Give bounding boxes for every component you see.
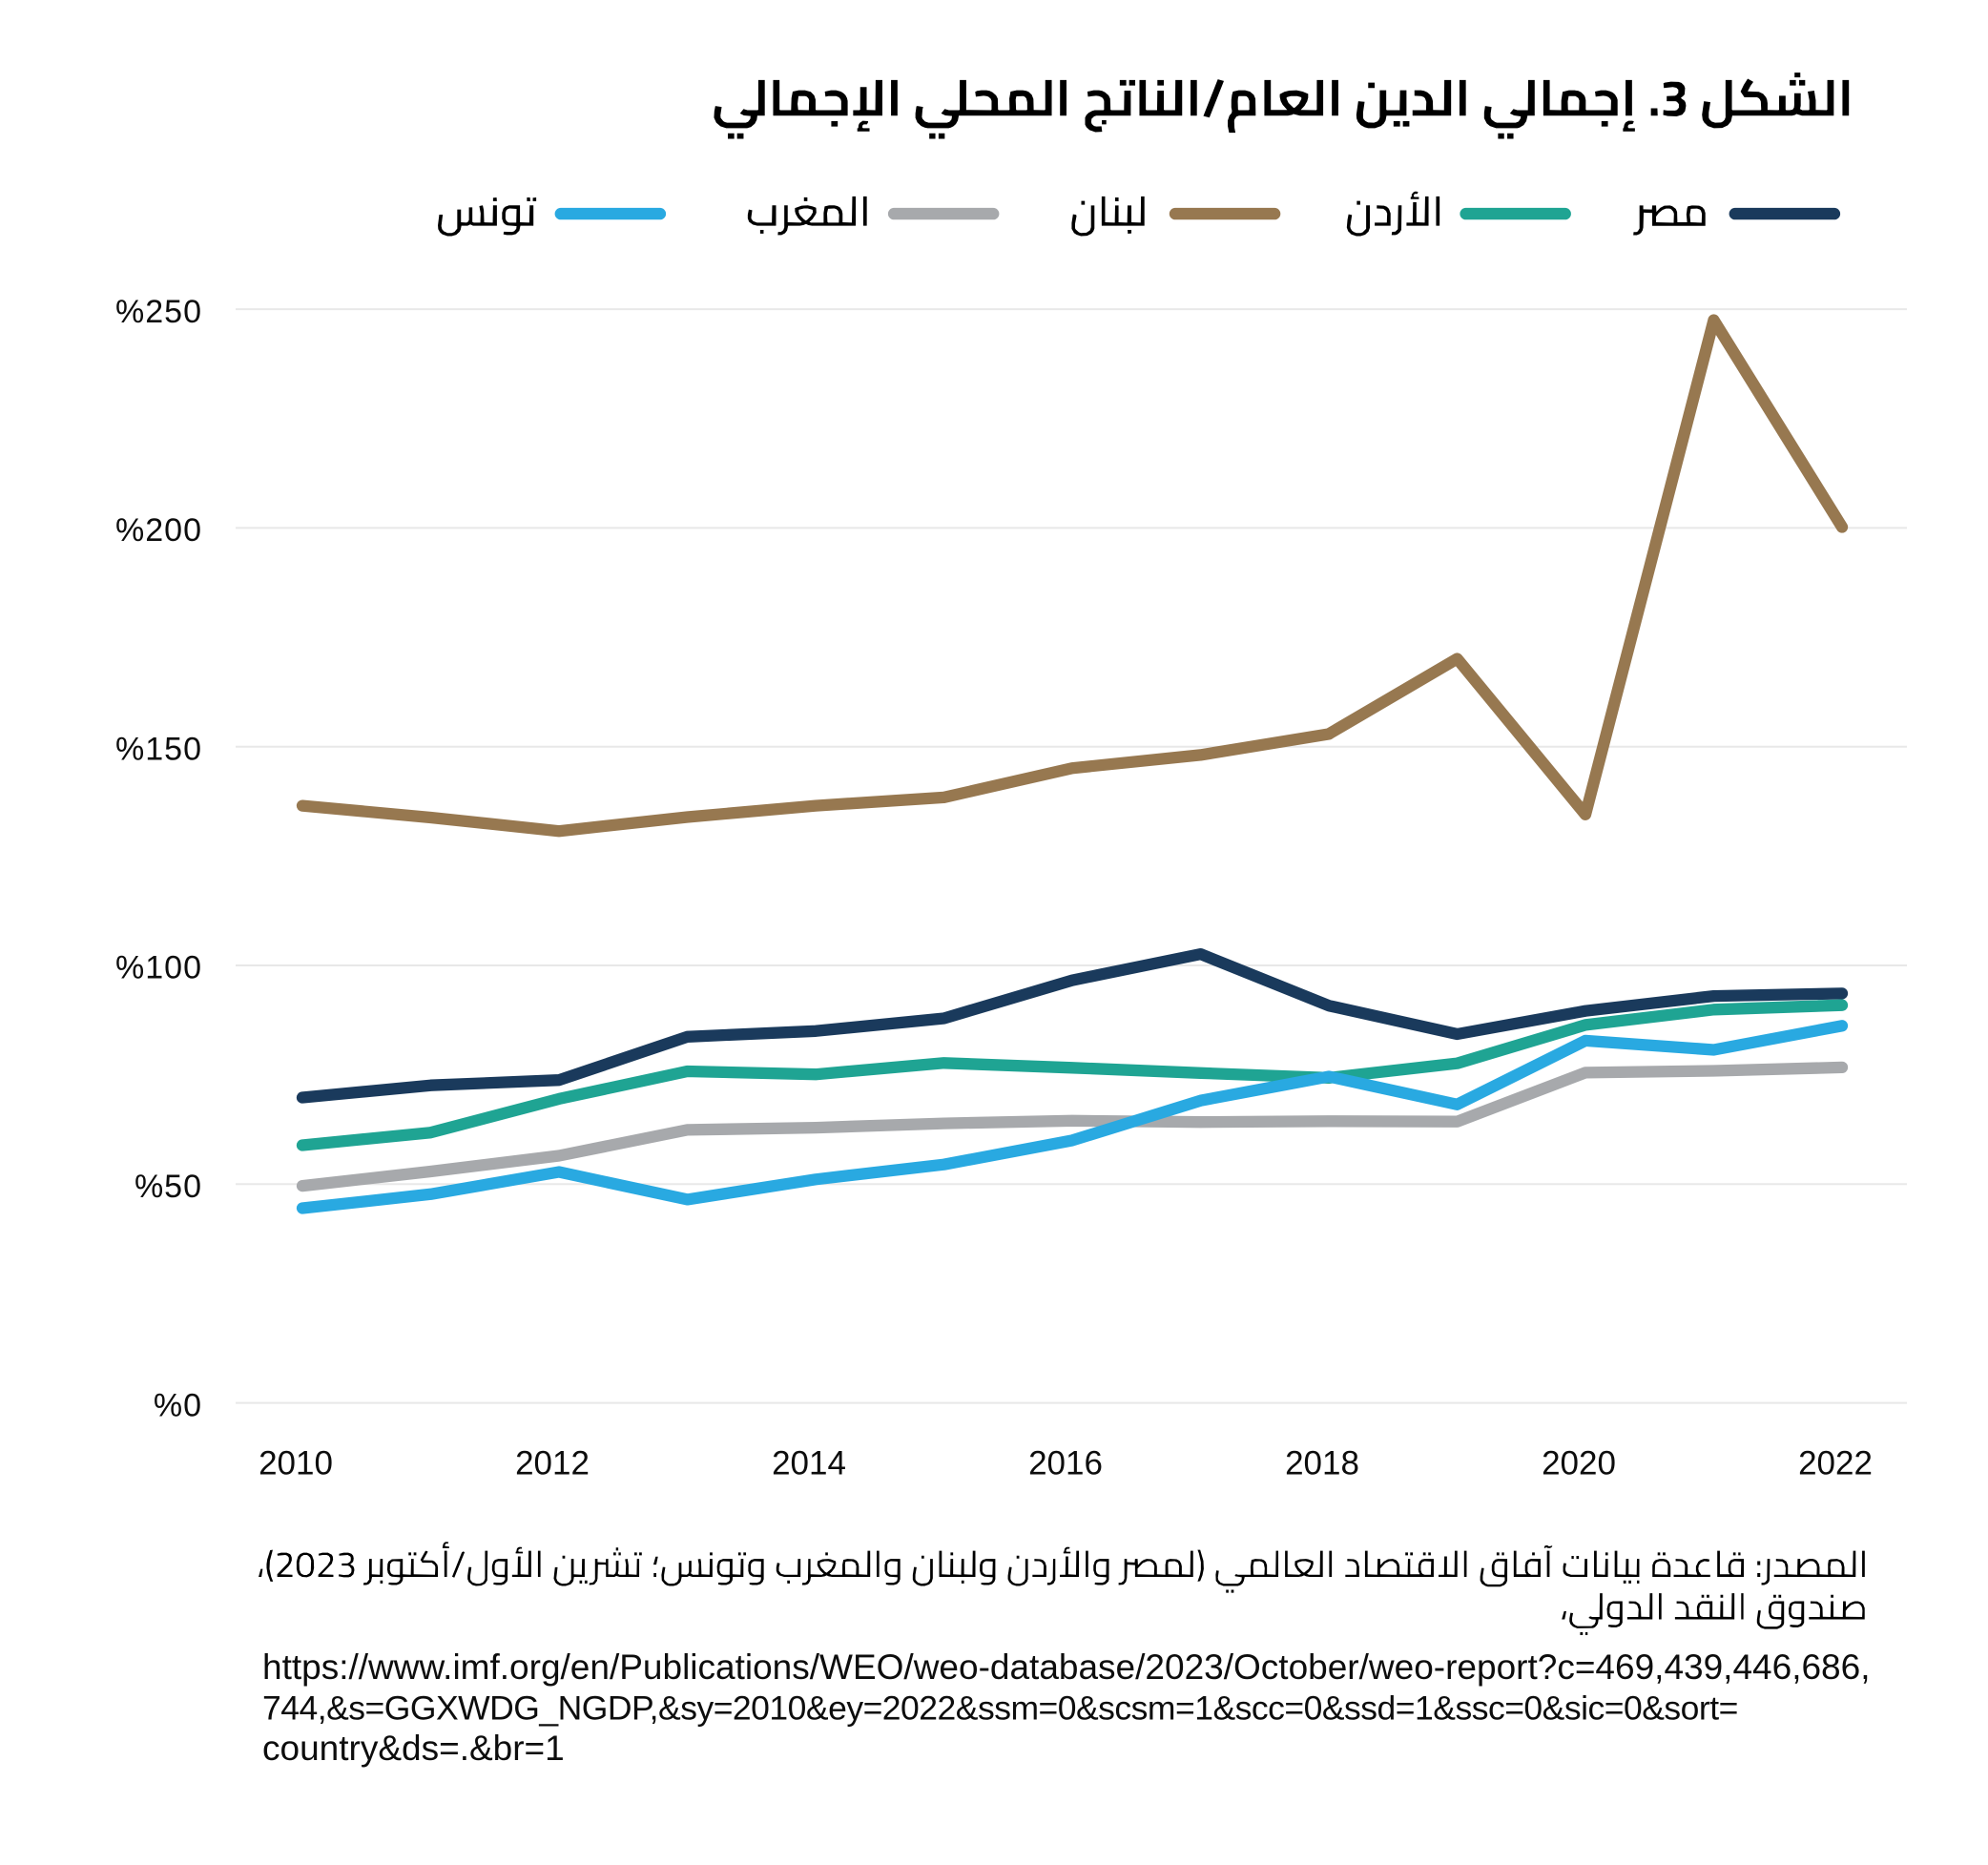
svg-text:2018: 2018 <box>1285 1445 1359 1482</box>
svg-text:2014: 2014 <box>772 1445 846 1482</box>
svg-text:%0: %0 <box>154 1387 202 1423</box>
svg-text:2016: 2016 <box>1028 1445 1103 1482</box>
svg-text:%150: %150 <box>115 731 202 767</box>
svg-text:2010: 2010 <box>259 1445 333 1482</box>
svg-text:%250: %250 <box>115 294 202 330</box>
svg-text:%50: %50 <box>135 1169 202 1205</box>
svg-text:%200: %200 <box>115 512 202 549</box>
svg-text:744,&s=GGXWDG_NGDP,&sy=2010&ey: 744,&s=GGXWDG_NGDP,&sy=2010&ey=2022&ssm=… <box>262 1689 1738 1727</box>
svg-text:%100: %100 <box>115 950 202 986</box>
svg-text:2022: 2022 <box>1798 1445 1873 1482</box>
svg-text:2020: 2020 <box>1542 1445 1616 1482</box>
svg-text:country&ds=.&br=1: country&ds=.&br=1 <box>262 1729 565 1768</box>
svg-text:2012: 2012 <box>515 1445 590 1482</box>
svg-text:https://www.imf.org/en/Publica: https://www.imf.org/en/Publications/WEO/… <box>262 1647 1871 1687</box>
